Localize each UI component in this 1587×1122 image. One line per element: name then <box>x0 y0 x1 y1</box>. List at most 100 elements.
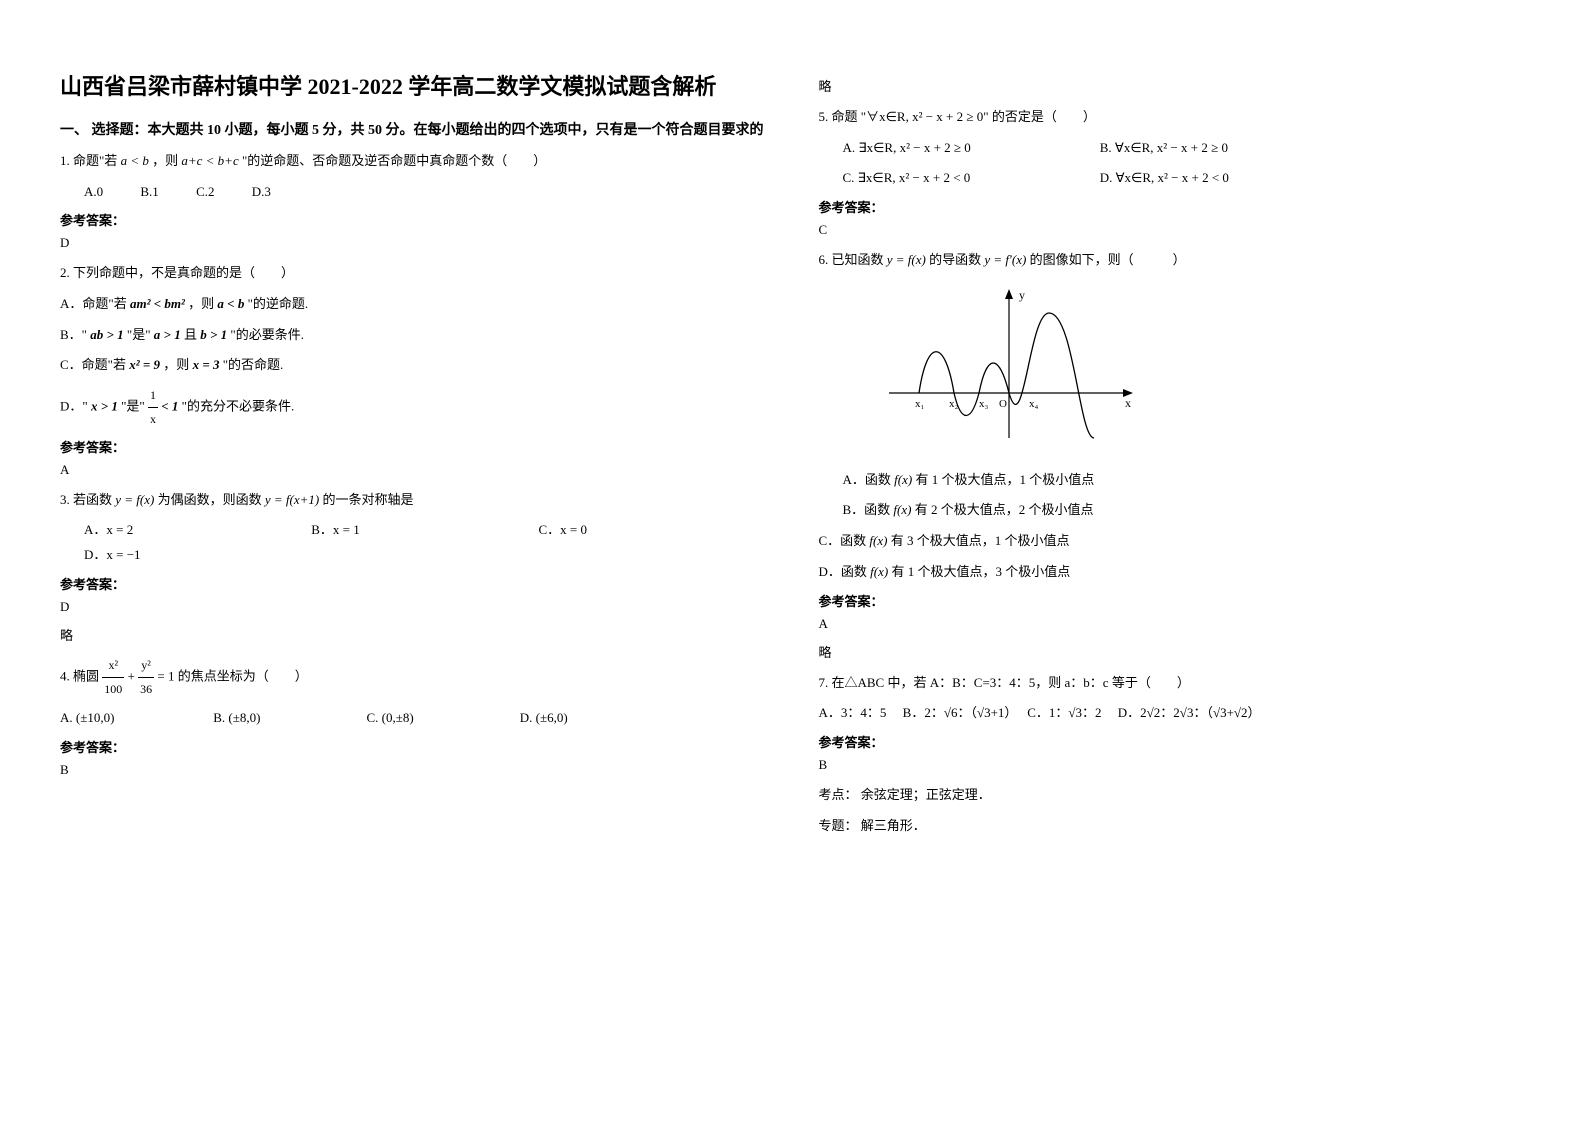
x2-label: x₂ <box>949 398 959 410</box>
q6-graph: y x x₁ x₂ x₃ O x₄ <box>879 283 1528 458</box>
q2C-post: "的否命题. <box>223 357 284 372</box>
q3-post: 的一条对称轴是 <box>322 492 413 507</box>
q6-ans: A <box>819 616 1528 632</box>
y-label: y <box>1019 288 1025 302</box>
zt-text: 解三角形． <box>861 818 926 833</box>
q6-stem: 6. 已知函数 y = f(x) 的导函数 y = f′(x) 的图像如下，则（… <box>819 248 1528 273</box>
q7-kaodian: 考点： 余弦定理；正弦定理． <box>819 783 1528 808</box>
q4-plus: + <box>128 668 139 683</box>
q7-stem: 7. 在△ABC 中，若 A：B：C=3：4：5，则 a：b：c 等于（ ） <box>819 671 1528 696</box>
q2D-pre: D．" <box>60 398 88 413</box>
q2B-f2: a > 1 <box>154 327 181 342</box>
q6C-post: 有 3 个极大值点，1 个极小值点 <box>891 533 1070 548</box>
q4-stem: 4. 椭圆 x² 100 + y² 36 = 1 的焦点坐标为（ ） <box>60 654 769 701</box>
q4-post: 的焦点坐标为（ ） <box>178 668 308 683</box>
q4-lue: 略 <box>819 76 1528 95</box>
q2C-f2: x = 3 <box>193 357 220 372</box>
q6-optC: C．函数 f(x) 有 3 个极大值点，1 个极小值点 <box>819 529 1528 554</box>
q4-f1num: x² <box>102 654 124 678</box>
q4-pre: 4. 椭圆 <box>60 668 99 683</box>
q5-optD: D. ∀x∈R, x² − x + 2 < 0 <box>1100 166 1229 191</box>
q2D-f2: < 1 <box>161 398 178 413</box>
q7-optB: B．2：√6：（√3+1） <box>903 705 1011 720</box>
q2-optB: B．" ab > 1 "是" a > 1 且 b > 1 "的必要条件. <box>60 323 769 348</box>
q6B-fx: f(x) <box>893 502 911 517</box>
q6-ans-label: 参考答案： <box>819 591 1528 610</box>
q2B-f3: b > 1 <box>200 327 227 342</box>
q6-lue: 略 <box>819 642 1528 661</box>
q1-formula2: a+c < b+c <box>181 153 238 168</box>
q1-ans: D <box>60 235 769 251</box>
q5-pre: 5. 命题 <box>819 109 858 124</box>
q2-ans-label: 参考答案： <box>60 437 769 456</box>
q6C-pre: C．函数 <box>819 533 867 548</box>
q6D-post: 有 1 个极大值点，3 个极小值点 <box>891 564 1070 579</box>
q6A-pre: A．函数 <box>843 472 891 487</box>
q3-pre: 3. 若函数 <box>60 492 112 507</box>
q7-zhuanti: 专题： 解三角形． <box>819 814 1528 839</box>
q4-f2den: 36 <box>138 678 154 701</box>
q1-optB: B.1 <box>140 180 158 205</box>
q1-stem: 1. 命题"若 a < b ，则 a+c < b+c "的逆命题、否命题及逆否命… <box>60 149 769 174</box>
q2C-mid: ，则 <box>163 357 189 372</box>
q6-optB: B．函数 f(x) 有 2 个极大值点，2 个极小值点 <box>843 498 1528 523</box>
x4-label: x₄ <box>1029 398 1039 410</box>
q3-ans: D <box>60 599 769 615</box>
q5-ans: C <box>819 222 1528 238</box>
q6-optA: A．函数 f(x) 有 1 个极大值点，1 个极小值点 <box>843 468 1528 493</box>
left-column: 山西省吕梁市薛村镇中学 2021-2022 学年高二数学文模拟试题含解析 一、 … <box>60 70 769 844</box>
q4-optC: C. (0,±8) <box>367 706 517 731</box>
x3-label: x₃ <box>979 398 989 410</box>
q7-optC: C．1：√3：2 <box>1027 705 1101 720</box>
q3-optA: A．x = 2 <box>84 518 274 543</box>
origin-label: O <box>999 398 1007 410</box>
q6A-post: 有 1 个极大值点，1 个极小值点 <box>915 472 1094 487</box>
right-column: 略 5. 命题 "∀x∈R, x² − x + 2 ≥ 0" 的否定是（ ） A… <box>819 70 1528 844</box>
q4-optA: A. (±10,0) <box>60 706 210 731</box>
q3-stem: 3. 若函数 y = f(x) 为偶函数，则函数 y = f(x+1) 的一条对… <box>60 488 769 513</box>
q2-optD: D．" x > 1 "是" 1 x < 1 "的充分不必要条件. <box>60 384 769 431</box>
section1-heading: 一、 选择题：本大题共 10 小题，每小题 5 分，共 50 分。在每小题给出的… <box>60 119 769 139</box>
q6B-post: 有 2 个极大值点，2 个极小值点 <box>915 502 1094 517</box>
q5-stem: 5. 命题 "∀x∈R, x² − x + 2 ≥ 0" 的否定是（ ） <box>819 105 1528 130</box>
q1-pre: 1. 命题"若 <box>60 153 117 168</box>
q5-f1: "∀x∈R, x² − x + 2 ≥ 0" <box>861 109 989 124</box>
q7-options: A．3：4：5 B．2：√6：（√3+1） C．1：√3：2 D．2√2：2√3… <box>819 701 1528 726</box>
q2D-num: 1 <box>148 384 158 408</box>
q2B-f1: ab > 1 <box>90 327 123 342</box>
q2-stem: 2. 下列命题中，不是真命题的是（ ） <box>60 261 769 286</box>
q1-mid: ，则 <box>152 153 178 168</box>
q1-options: A.0 B.1 C.2 D.3 <box>84 180 769 205</box>
q2-ans: A <box>60 462 769 478</box>
q1-ans-label: 参考答案： <box>60 210 769 229</box>
q5-post: 的否定是（ ） <box>992 109 1096 124</box>
q4-ans: B <box>60 762 769 778</box>
q2A-post: "的逆命题. <box>248 296 309 311</box>
q6D-fx: f(x) <box>870 564 888 579</box>
q6-f2: y = f′(x) <box>984 252 1026 267</box>
q2B-mid1: "是" <box>127 327 151 342</box>
q6-f1: y = f(x) <box>887 252 926 267</box>
q5-optB: B. ∀x∈R, x² − x + 2 ≥ 0 <box>1100 136 1228 161</box>
q6-mid: 的导函数 <box>929 252 981 267</box>
q3-mid1: 为偶函数，则函数 <box>158 492 262 507</box>
q3-lue: 略 <box>60 625 769 644</box>
q6-pre: 6. 已知函数 <box>819 252 884 267</box>
q4-options: A. (±10,0) B. (±8,0) C. (0,±8) D. (±6,0) <box>60 706 769 731</box>
q3-optC: C．x = 0 <box>539 518 588 543</box>
q3-options-row1: A．x = 2 B．x = 1 C．x = 0 <box>84 518 769 543</box>
q7-ans-label: 参考答案： <box>819 732 1528 751</box>
q3-optB: B．x = 1 <box>311 518 501 543</box>
q1-formula1: a < b <box>121 153 149 168</box>
q2A-f1: am² < bm² <box>130 296 185 311</box>
q6C-fx: f(x) <box>869 533 887 548</box>
q6-optD: D．函数 f(x) 有 1 个极大值点，3 个极小值点 <box>819 560 1528 585</box>
q2B-post: "的必要条件. <box>230 327 304 342</box>
q6D-pre: D．函数 <box>819 564 867 579</box>
q2D-frac: 1 x <box>148 384 158 431</box>
q2A-mid: ，则 <box>188 296 214 311</box>
q3-ans-label: 参考答案： <box>60 574 769 593</box>
q2B-mid2: 且 <box>184 327 200 342</box>
x1-label: x₁ <box>915 398 925 410</box>
q3-f1: y = f(x) <box>115 492 154 507</box>
